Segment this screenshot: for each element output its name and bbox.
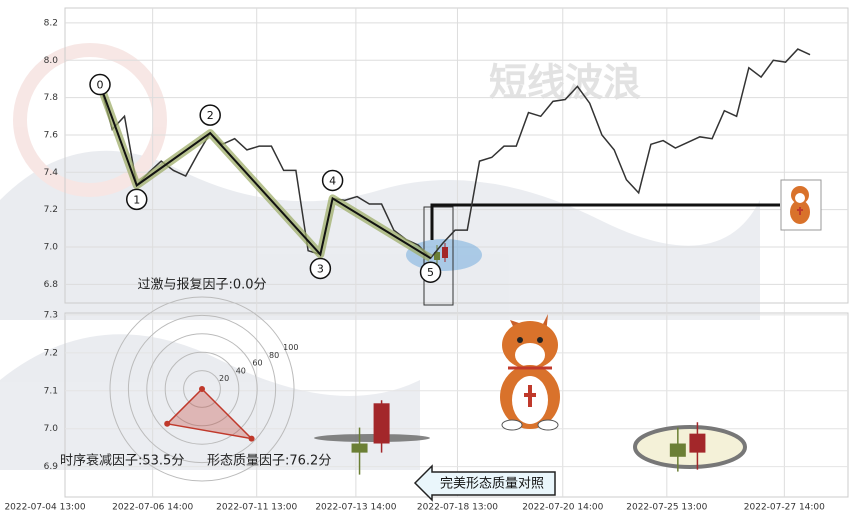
wave-label: 0 [97, 79, 104, 92]
radar-tick-label: 80 [269, 351, 279, 360]
y-tick-label: 7.0 [44, 424, 59, 434]
radar-tick-label: 60 [252, 359, 262, 368]
x-tick-label: 2022-07-18 13:00 [417, 503, 498, 513]
wave-line [99, 84, 432, 260]
y-tick-label: 6.9 [44, 462, 59, 472]
x-tick-label: 2022-07-06 14:00 [112, 503, 193, 513]
wave-label: 5 [427, 266, 434, 279]
radar-ring [127, 314, 277, 464]
radar-ring [164, 351, 240, 427]
compare-button[interactable]: 完美形态质量对照 [413, 464, 556, 502]
radar-axis-label: 时序衰减因子:53.5分 [60, 453, 184, 469]
wave-point-marker [321, 169, 344, 192]
y-tick-label: 7.1 [44, 386, 58, 396]
radar-point [248, 435, 255, 442]
radar-axis-label: 形态质量因子:76.2分 [207, 454, 331, 469]
candle-body [373, 403, 390, 444]
x-tick-label: 2022-07-13 14:00 [315, 503, 396, 513]
wave-point-marker [199, 104, 221, 126]
radar-tick-label: 100 [283, 343, 298, 352]
y-tick-label: 6.8 [44, 280, 59, 290]
bottom-plot-frame [64, 312, 849, 498]
y-tick-label: 7.6 [44, 130, 59, 140]
x-tick-label: 2022-07-27 14:00 [744, 503, 825, 513]
y-tick-label: 7.3 [44, 310, 58, 320]
radar-ring [109, 296, 295, 482]
wave-label: 2 [207, 109, 214, 122]
wave-point-marker [125, 188, 148, 211]
wave-point-marker [89, 73, 111, 96]
y-tick-label: 8.0 [44, 56, 59, 66]
wave-point-marker [419, 261, 442, 283]
candle-body [351, 443, 368, 453]
top-plot-frame [64, 7, 849, 304]
radar-point [164, 420, 171, 427]
y-tick-label: 8.2 [44, 18, 58, 28]
y-tick-label: 7.4 [44, 168, 59, 178]
radar-ring [146, 333, 258, 445]
y-tick-label: 7.2 [44, 348, 58, 358]
x-tick-label: 2022-07-11 13:00 [216, 503, 297, 513]
top-chart: 6.8 7.0 7.2 7.4 7.6 7.8 8.0 8.2 0 1 2 3 4 5 [44, 18, 811, 290]
y-tick-label: 7.2 [44, 205, 58, 215]
wave-label: 3 [317, 262, 324, 275]
radar-area [165, 387, 254, 440]
dog-illustration [500, 314, 560, 431]
wave-label: 1 [133, 193, 140, 206]
x-tick-label: 2022-07-20 14:00 [522, 503, 603, 513]
radar-tick-label: 20 [219, 374, 229, 383]
button-label[interactable]: 完美形态质量对照 [440, 477, 544, 492]
mini-candles [434, 243, 448, 265]
x-tick-label: 2022-07-25 13:00 [626, 503, 707, 513]
radar-point [199, 386, 205, 392]
dog-icon [780, 179, 822, 231]
radar-ring [183, 370, 221, 408]
radar-axis-label: 过激与报复因子:0.0分 [137, 278, 266, 293]
candle-body [669, 443, 686, 457]
y-tick-label: 7.0 [44, 242, 59, 252]
bracket-line [430, 203, 780, 240]
x-tick-label: 2022-07-04 13:00 [4, 503, 85, 513]
y-tick-label: 7.8 [44, 93, 59, 103]
background-decor [0, 43, 760, 470]
candle-body [689, 433, 706, 453]
bottom-chart: 6.9 7.0 7.1 7.2 7.3 2022-07-04 13:00 2022-07-0… [4, 310, 825, 512]
wave-label: 4 [329, 174, 336, 187]
pattern-ellipse [314, 434, 430, 442]
radar-tick-label: 40 [236, 366, 246, 375]
wave-point-marker [309, 257, 332, 280]
